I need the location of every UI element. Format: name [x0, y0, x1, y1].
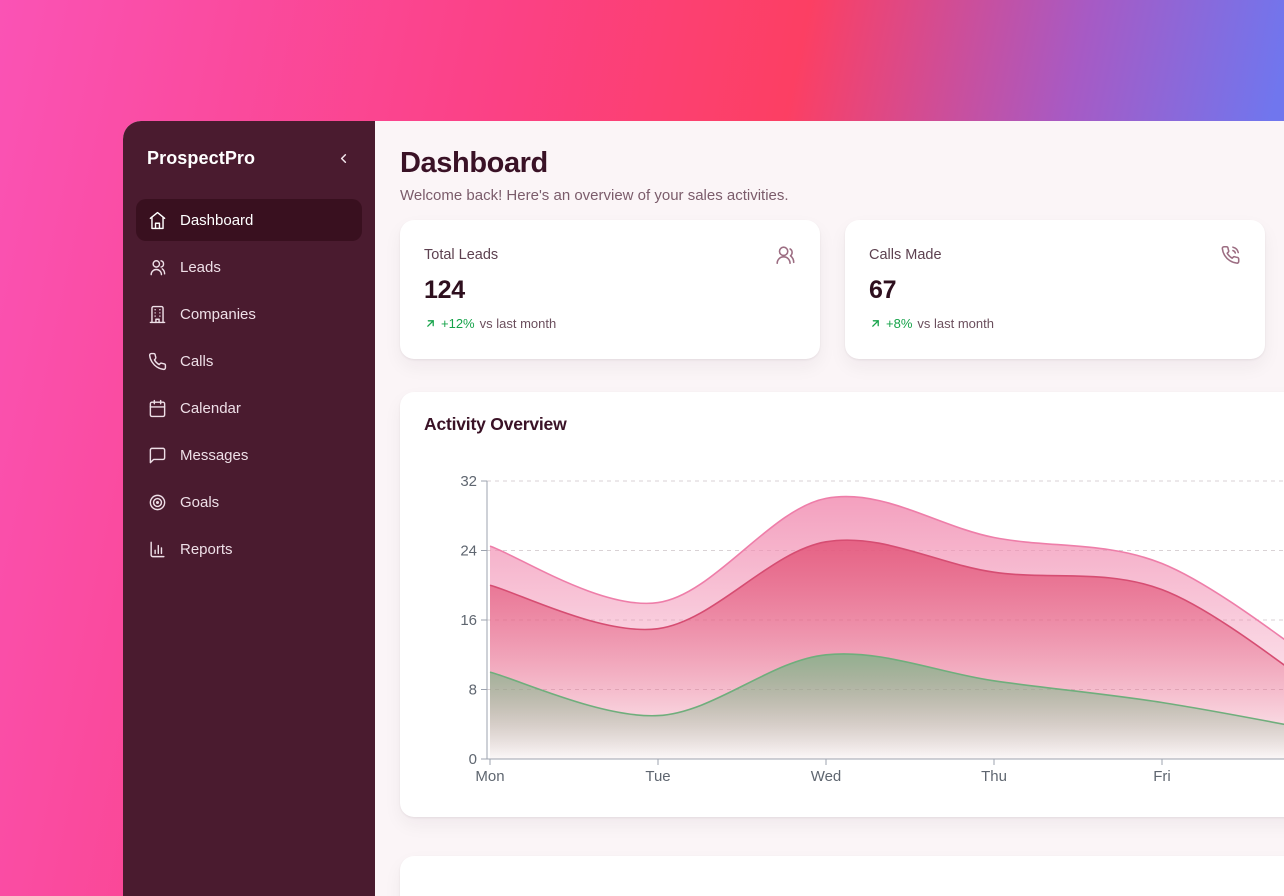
svg-text:Tue: Tue	[645, 768, 670, 785]
stat-value: 124	[424, 276, 465, 304]
building-icon	[148, 305, 167, 324]
chart-title: Activity Overview	[424, 414, 567, 434]
trend-value: +8%	[886, 316, 913, 331]
sidebar-item-reports[interactable]: Reports	[136, 528, 362, 570]
sidebar-item-label: Calendar	[180, 399, 241, 417]
svg-text:Thu: Thu	[981, 768, 1007, 785]
sidebar-item-label: Reports	[180, 540, 233, 558]
trend-up-icon	[869, 317, 882, 330]
phone-icon	[148, 352, 167, 371]
activity-chart-svg: 0 8 16 24 32 Mon Tue Wed Thu Fri	[460, 473, 1284, 785]
activity-overview-card: Activity Overview 0 8 16 24 32 Mon Tue Wed Thu Fr…	[400, 392, 1284, 817]
trend-suffix: vs last month	[917, 316, 994, 331]
sidebar: ProspectPro Dashboard Leads Companies Calls…	[123, 121, 375, 896]
page-title: Dashboard	[400, 147, 548, 179]
sidebar-item-calls[interactable]: Calls	[136, 340, 362, 382]
svg-text:Fri: Fri	[1153, 768, 1171, 785]
stat-card-header: Calls Made	[869, 244, 1241, 266]
stat-trend: +8% vs last month	[869, 316, 1241, 331]
message-icon	[148, 446, 167, 465]
phone-call-icon	[1219, 244, 1241, 266]
users-round-icon	[774, 244, 796, 266]
users-icon	[148, 258, 167, 277]
svg-text:Wed: Wed	[811, 768, 842, 785]
stat-label: Calls Made	[869, 247, 942, 263]
trend-up-icon	[424, 317, 437, 330]
sidebar-item-label: Messages	[180, 446, 249, 464]
stats-grid: Total Leads 124 +12% vs last month Calls Mad…	[400, 220, 1284, 359]
calendar-icon	[148, 399, 167, 418]
svg-text:0: 0	[469, 751, 477, 768]
app-window: ProspectPro Dashboard Leads Companies Calls…	[123, 121, 1284, 896]
sidebar-item-calendar[interactable]: Calendar	[136, 387, 362, 429]
sidebar-item-dashboard[interactable]: Dashboard	[136, 199, 362, 241]
svg-text:32: 32	[460, 473, 477, 490]
sidebar-item-label: Companies	[180, 305, 256, 323]
home-icon	[148, 211, 167, 230]
partial-bottom-card	[400, 856, 1284, 896]
sidebar-collapse-button[interactable]	[332, 147, 354, 169]
stat-trend: +12% vs last month	[424, 316, 796, 331]
sidebar-item-label: Leads	[180, 258, 221, 276]
sidebar-item-label: Calls	[180, 352, 214, 370]
sidebar-item-leads[interactable]: Leads	[136, 246, 362, 288]
svg-text:16: 16	[460, 612, 477, 629]
chevron-left-icon	[336, 151, 351, 166]
svg-text:8: 8	[469, 682, 477, 699]
sidebar-item-companies[interactable]: Companies	[136, 293, 362, 335]
sidebar-item-goals[interactable]: Goals	[136, 481, 362, 523]
stat-card-calls-made: Calls Made 67 +8% vs last month	[845, 220, 1265, 359]
stat-card-header: Total Leads	[424, 244, 796, 266]
main-area: Dashboard Welcome back! Here's an overvi…	[375, 121, 1284, 896]
stat-card-total-leads: Total Leads 124 +12% vs last month	[400, 220, 820, 359]
sidebar-item-label: Goals	[180, 493, 220, 511]
sidebar-item-messages[interactable]: Messages	[136, 434, 362, 476]
page-subtitle: Welcome back! Here's an overview of your…	[400, 187, 789, 204]
svg-text:Mon: Mon	[475, 768, 504, 785]
trend-value: +12%	[441, 316, 475, 331]
brand-logo: ProspectPro	[147, 147, 256, 168]
activity-chart: 0 8 16 24 32 Mon Tue Wed Thu Fri	[424, 461, 1284, 791]
main-content: Dashboard Welcome back! Here's an overvi…	[400, 121, 1284, 896]
stat-label: Total Leads	[424, 247, 499, 263]
sidebar-nav: Dashboard Leads Companies Calls Calendar Mess…	[136, 199, 362, 570]
trend-suffix: vs last month	[479, 316, 557, 331]
bar-chart-icon	[148, 540, 167, 559]
stat-value: 67	[869, 276, 897, 304]
sidebar-item-label: Dashboard	[180, 211, 254, 229]
target-icon	[148, 493, 167, 512]
sidebar-header: ProspectPro	[136, 147, 362, 169]
svg-text:24: 24	[460, 543, 477, 560]
